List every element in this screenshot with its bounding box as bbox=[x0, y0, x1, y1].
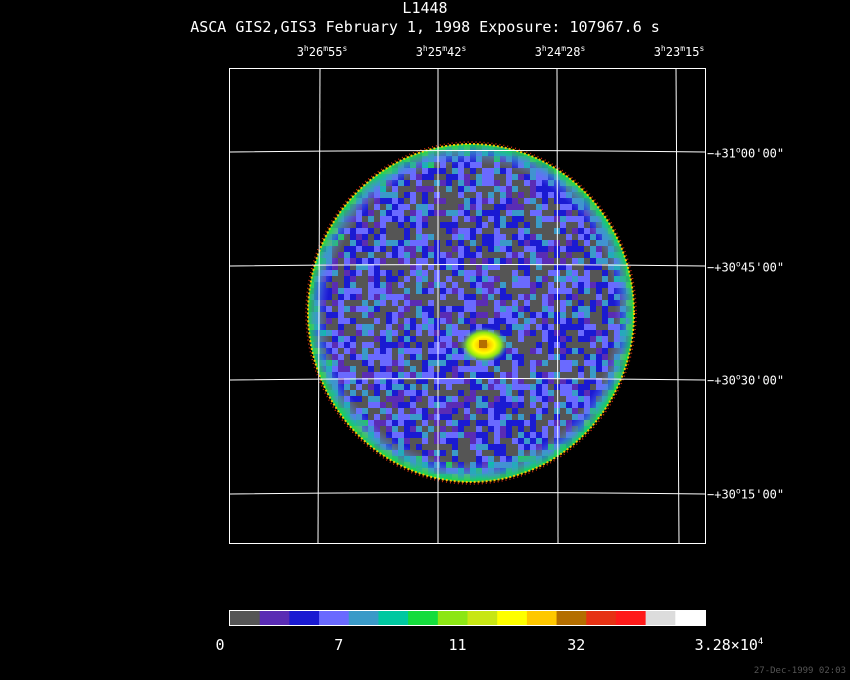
colorbar-swatch bbox=[230, 611, 261, 625]
colorbar-tick-label: 11 bbox=[448, 636, 467, 654]
colorbar-border bbox=[229, 610, 706, 626]
colorbar-swatch bbox=[408, 611, 439, 625]
colorbar-swatch bbox=[556, 611, 587, 625]
dec-tick-label: −+30o30'00" bbox=[707, 372, 785, 388]
colorbar-swatch bbox=[289, 611, 320, 625]
fov-rim bbox=[307, 143, 635, 483]
dec-grid-line bbox=[229, 378, 706, 381]
figure-subtitle: ASCA GIS2,GIS3 February 1, 1998 Exposure… bbox=[190, 18, 660, 36]
colorbar-max-label: 3.28×104 bbox=[694, 636, 764, 654]
colorbar-swatch bbox=[319, 611, 350, 625]
dec-tick-label: −+31o00'00" bbox=[707, 145, 785, 161]
timestamp: 27-Dec-1999 02:03 bbox=[753, 666, 846, 676]
colorbar-swatch bbox=[645, 611, 676, 625]
colorbar-swatch bbox=[497, 611, 528, 625]
ra-grid-line bbox=[556, 67, 559, 544]
coordinate-grid bbox=[229, 67, 706, 544]
dec-tick-label: −+30o45'00" bbox=[707, 259, 785, 275]
colorbar-swatch bbox=[675, 611, 706, 625]
colorbar-swatch bbox=[467, 611, 498, 625]
ra-tick-label: 3h24m28s bbox=[534, 44, 586, 59]
colorbar-swatch bbox=[348, 611, 379, 625]
colorbar-tick-label: 32 bbox=[567, 636, 586, 654]
colorbar-swatch bbox=[526, 611, 558, 625]
dec-tick-label: −+30o15'00" bbox=[707, 486, 785, 502]
plot-frame bbox=[229, 68, 706, 544]
dec-grid-line bbox=[229, 264, 706, 267]
colorbar-swatch bbox=[378, 611, 409, 625]
colorbar-tick-label: 7 bbox=[334, 636, 344, 654]
colorbar-tick-label: 0 bbox=[215, 636, 225, 654]
ra-grid-line bbox=[675, 67, 680, 544]
colorbar-swatch bbox=[615, 611, 647, 625]
dec-grid-line bbox=[229, 150, 706, 153]
ra-tick-label: 3h25m42s bbox=[415, 44, 467, 59]
colorbar-swatch bbox=[437, 611, 468, 625]
xray-source-peak bbox=[479, 340, 487, 348]
figure-title: L1448 bbox=[402, 0, 448, 17]
fov-edge-glow bbox=[308, 144, 634, 482]
ra-tick-label: 3h23m15s bbox=[653, 44, 705, 59]
detector-field-of-view bbox=[305, 141, 637, 485]
colorbar-swatch bbox=[586, 611, 617, 625]
ra-grid-line bbox=[317, 67, 321, 544]
colorbar-swatch bbox=[259, 611, 290, 625]
fov-rim-outer bbox=[305, 141, 637, 485]
ra-tick-label: 3h26m55s bbox=[296, 44, 348, 59]
colorbar bbox=[229, 610, 706, 626]
dec-grid-line bbox=[229, 492, 706, 495]
